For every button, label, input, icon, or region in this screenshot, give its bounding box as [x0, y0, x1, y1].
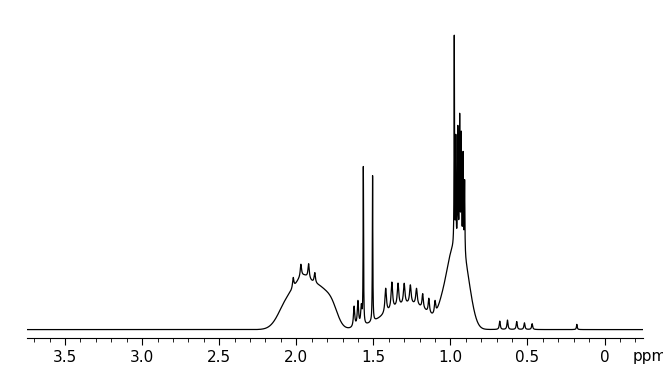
- Text: ppm: ppm: [633, 349, 663, 364]
